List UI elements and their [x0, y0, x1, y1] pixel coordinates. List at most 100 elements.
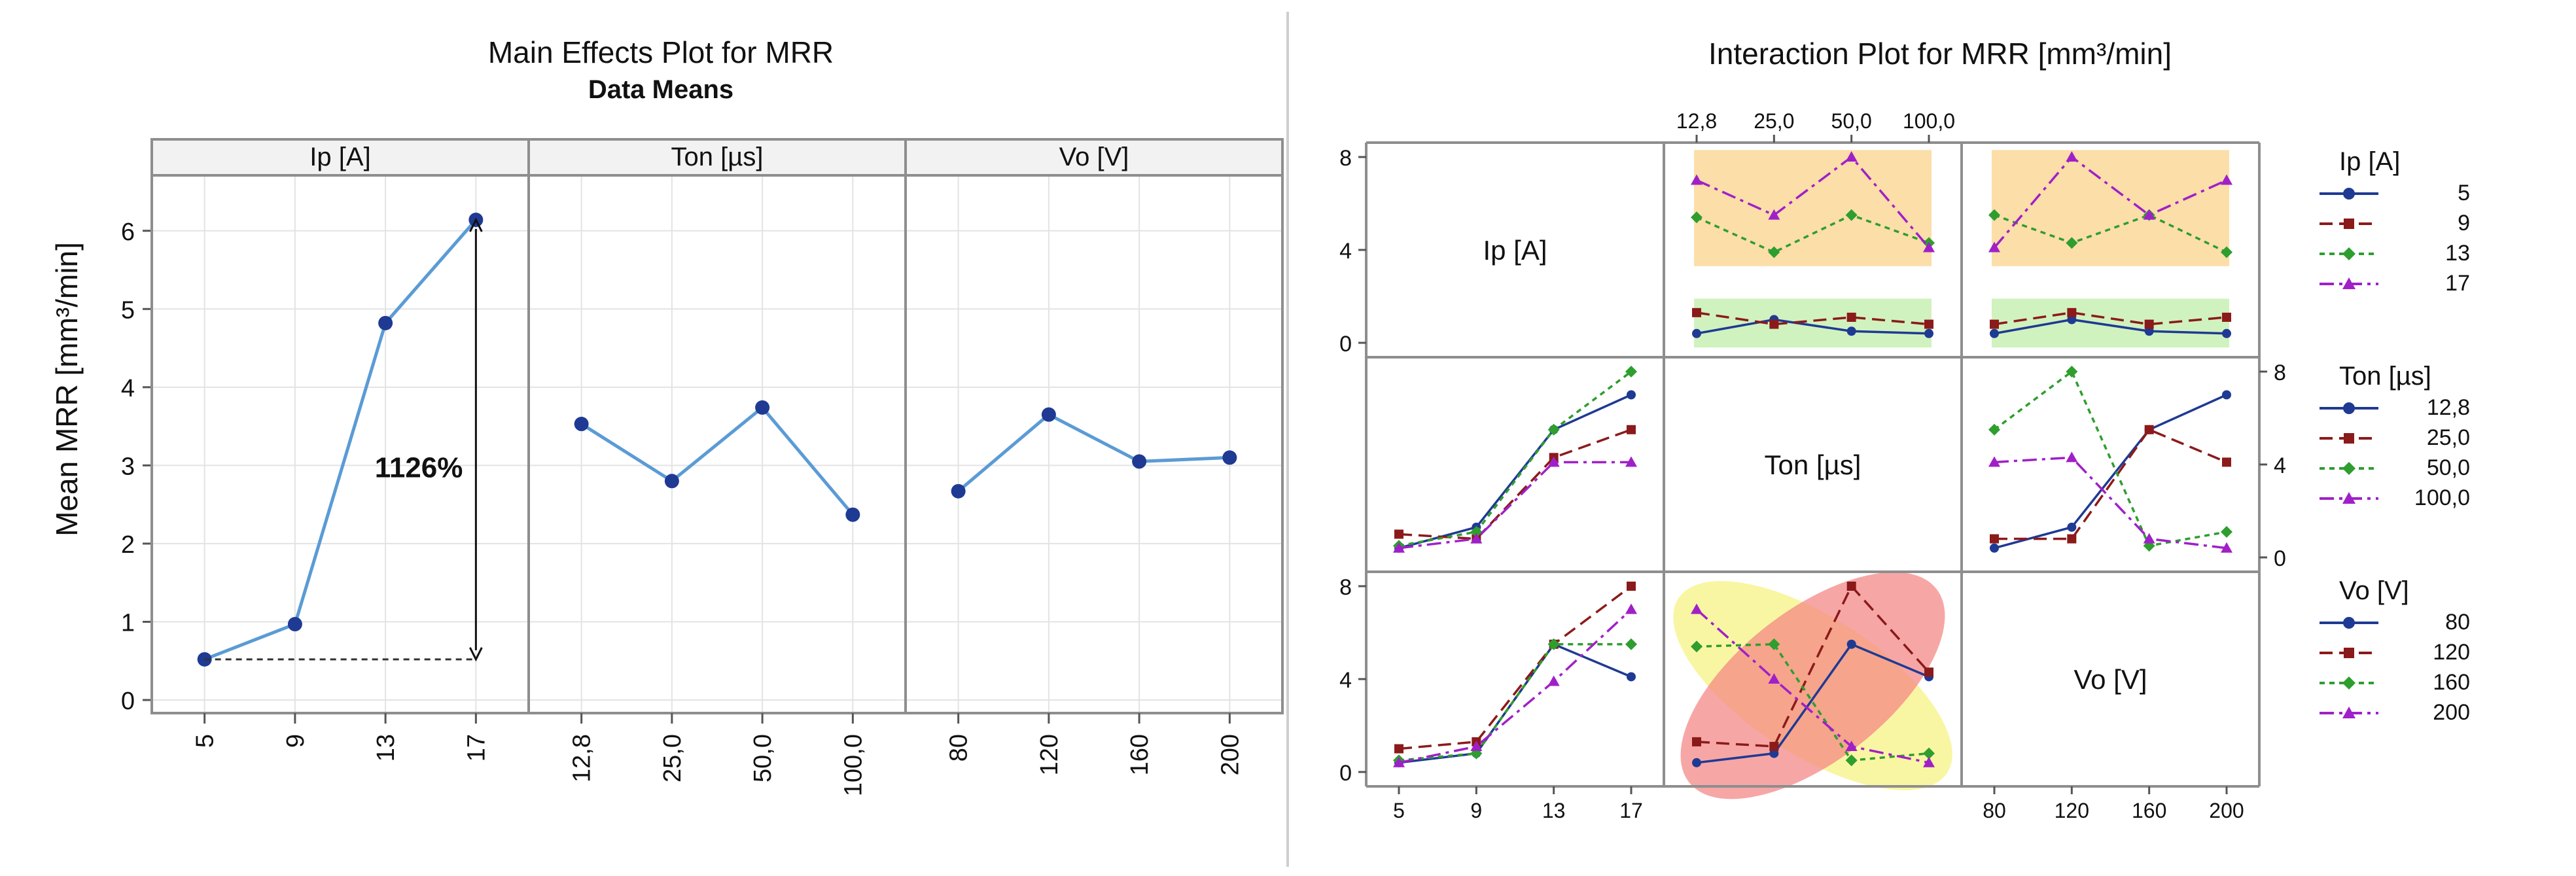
interaction-x-tick-label: 5: [1393, 799, 1405, 822]
legend-marker: [2343, 617, 2355, 629]
highlight-band: [1694, 150, 1932, 266]
legend-marker: [2344, 219, 2354, 229]
legend-entry-label: 12,8: [2427, 395, 2470, 420]
interaction-point: [1470, 533, 1483, 544]
legend-marker: [2344, 433, 2354, 444]
main-panel-strip: [904, 138, 1284, 177]
main-panel-label: Vo [V]: [1059, 143, 1129, 171]
legend-entry-label: 9: [2458, 211, 2470, 236]
interaction-y-tick-label: 8: [2274, 360, 2286, 385]
main-panel-label: Ton [µs]: [671, 143, 764, 171]
interaction-point: [1393, 542, 1405, 553]
interaction-point: [1924, 667, 1933, 677]
main-x-tick-label: 25,0: [659, 734, 686, 782]
interaction-point: [1924, 328, 1933, 338]
interaction-line: [1994, 318, 2227, 335]
interaction-point: [2222, 390, 2231, 400]
interaction-point: [2222, 312, 2231, 322]
interaction-point: [2221, 542, 2232, 553]
main-y-tick-label: 2: [121, 531, 135, 559]
legend-marker: [2342, 462, 2355, 475]
annotation-arrowhead-up: [469, 217, 483, 232]
interaction-y-tick-label: 4: [2274, 453, 2286, 478]
interaction-point: [1692, 737, 1701, 746]
interaction-point: [2221, 525, 2232, 538]
interaction-point: [1990, 534, 1999, 544]
legend-marker: [2344, 648, 2354, 658]
interaction-point: [2144, 425, 2154, 434]
interaction-y-tick-label: 4: [1339, 239, 1352, 264]
interaction-line: [1696, 155, 1930, 249]
interaction-point: [1768, 209, 1780, 220]
main-x-tick-label: 13: [372, 734, 400, 762]
interaction-y-tick-label: 8: [1339, 575, 1352, 600]
main-effect-point: [378, 315, 393, 330]
interaction-y-tick-label: 0: [1339, 332, 1352, 357]
interaction-point: [1470, 740, 1483, 751]
interaction-point: [1625, 456, 1637, 467]
legend-entry-label: 160: [2433, 670, 2470, 695]
interaction-point: [1846, 639, 1856, 649]
main-x-tick-label: 9: [282, 734, 309, 748]
interaction-point: [2222, 328, 2231, 338]
interaction-point: [1988, 241, 2000, 253]
interaction-point: [1845, 209, 1858, 221]
main-effect-point: [1041, 407, 1056, 422]
main-x-tick-label: 17: [463, 734, 490, 762]
legend-entry-label: 50,0: [2427, 455, 2470, 480]
main-x-tick-label: 12,8: [569, 734, 596, 782]
main-effect-point: [845, 507, 860, 522]
interaction-line: [1696, 584, 1930, 748]
legend-entry-label: 25,0: [2427, 425, 2470, 450]
legend-entry-label: 120: [2433, 640, 2470, 665]
interaction-point: [1846, 312, 1856, 322]
main-y-tick-label: 6: [121, 219, 135, 246]
interaction-x-tick-label: 120: [2055, 799, 2089, 822]
legend-entry-label: 200: [2433, 700, 2470, 725]
interaction-point: [1627, 672, 1636, 682]
interaction-point: [2144, 319, 2154, 329]
interaction-point: [1769, 741, 1779, 751]
interaction-point: [2221, 246, 2232, 258]
main-panel-frame: [150, 174, 530, 714]
highlight-ellipse-red: [1680, 572, 1945, 799]
main-effect-point: [287, 617, 302, 632]
main-effect-point: [574, 417, 589, 432]
interaction-point: [2222, 457, 2231, 467]
interaction-point: [1769, 319, 1779, 329]
interaction-x-tick-label: 50,0: [1831, 109, 1872, 133]
interaction-y-tick-label: 0: [2274, 546, 2286, 571]
interaction-point: [1845, 754, 1858, 767]
interaction-line: [1398, 642, 1632, 764]
legend-marker: [2342, 247, 2355, 260]
interaction-x-tick-label: 100,0: [1903, 109, 1955, 133]
interaction-x-tick-label: 160: [2132, 799, 2166, 822]
interaction-line: [1994, 456, 2227, 550]
main-effect-point: [951, 483, 966, 499]
interaction-point: [1768, 246, 1780, 258]
main-effect-line: [203, 219, 478, 661]
highlight-band: [1992, 298, 2229, 348]
interaction-point: [1924, 319, 1933, 329]
interaction-x-tick-label: 9: [1470, 799, 1482, 822]
interaction-point: [1845, 740, 1858, 751]
main-effect-line: [957, 412, 1230, 493]
interaction-point: [2066, 151, 2078, 162]
interaction-point: [1923, 241, 1935, 253]
interaction-point: [2066, 451, 2078, 463]
highlight-band: [1992, 150, 2229, 266]
main-effects-title: Main Effects Plot for MRR: [488, 35, 834, 69]
interaction-point: [1547, 456, 1560, 467]
main-y-tick-label: 3: [121, 453, 135, 480]
interaction-y-tick-label: 4: [1339, 668, 1352, 693]
legend-marker: [2342, 676, 2355, 690]
interaction-x-tick-label: 12,8: [1676, 109, 1717, 133]
legend-entry-label: 17: [2445, 271, 2470, 296]
main-y-tick-label: 5: [121, 296, 135, 324]
diagonal-factor-label: Ton [µs]: [1765, 449, 1861, 480]
interaction-point: [1394, 744, 1403, 754]
interaction-line: [1695, 608, 1930, 764]
interaction-line: [1696, 642, 1930, 762]
main-effect-point: [755, 400, 770, 415]
